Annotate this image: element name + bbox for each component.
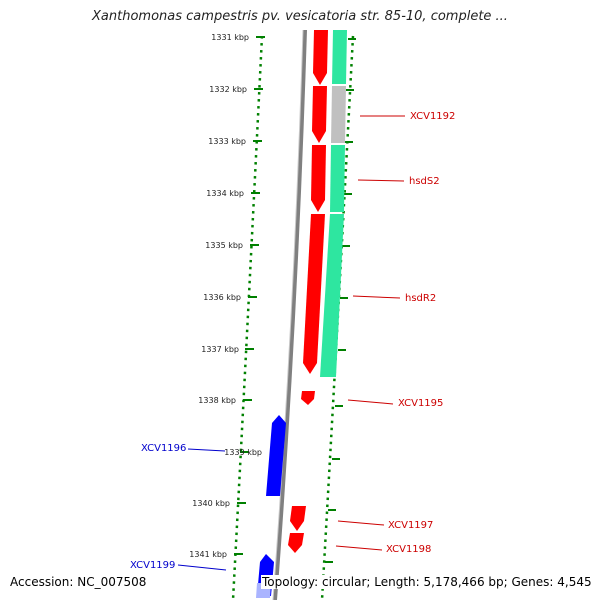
leader-line [347,399,394,405]
gene-label-xcv1197[interactable]: XCV1197 [388,520,433,531]
gene-label-xcv1198[interactable]: XCV1198 [386,544,431,555]
tick-label: 1332 kbp [209,85,247,94]
tick-label: 1331 kbp [211,33,249,42]
right-dotted-track [320,35,355,600]
tick-label: 1337 kbp [201,345,239,354]
accession-text: Accession: NC_007508 [9,575,148,589]
tick-label: 1334 kbp [206,189,244,198]
leader-line [335,545,383,551]
left-dotted-track [231,35,264,600]
forward-gene-arrow [311,145,326,212]
leader-line [177,564,227,571]
cds-segment [320,214,344,377]
gene-label-xcv1196[interactable]: XCV1196 [141,443,186,454]
tick-label: 1341 kbp [189,550,227,559]
forward-gene-arrow [313,30,328,85]
page-title: Xanthomonas campestris pv. vesicatoria s… [92,9,508,24]
backbone-highlight [272,29,304,600]
reverse-gene-arrow [266,415,286,496]
leader-line [352,295,401,299]
pseudo-segment [331,86,346,143]
gene-label-hsdr2[interactable]: hsdR2 [405,293,436,304]
forward-gene-arrow [312,86,327,143]
tick-label: 1338 kbp [198,396,236,405]
leader-line [337,520,385,526]
tick-label: 1336 kbp [203,293,241,302]
forward-gene-arrow [290,506,306,531]
tick-label: 1340 kbp [192,499,230,508]
genome-backbone [273,29,307,600]
tick-marks [234,36,356,563]
tick-label: 1339 kbp [224,448,262,457]
gene-label-xcv1199[interactable]: XCV1199 [130,560,175,571]
leader-line [187,448,226,452]
cds-segment [330,145,345,212]
cds-segment [332,30,347,84]
forward-gene-arrow [303,214,325,374]
gene-label-hsds2[interactable]: hsdS2 [409,176,440,187]
tick-label: 1335 kbp [205,241,243,250]
forward-gene-arrow [301,391,315,405]
gene-label-xcv1192[interactable]: XCV1192 [410,111,455,122]
gene-label-xcv1195[interactable]: XCV1195 [398,398,443,409]
tick-label: 1333 kbp [208,137,246,146]
forward-gene-arrow [288,533,304,553]
genome-summary-text: Topology: circular; Length: 5,178,466 bp… [261,575,593,589]
leader-line [357,179,405,182]
